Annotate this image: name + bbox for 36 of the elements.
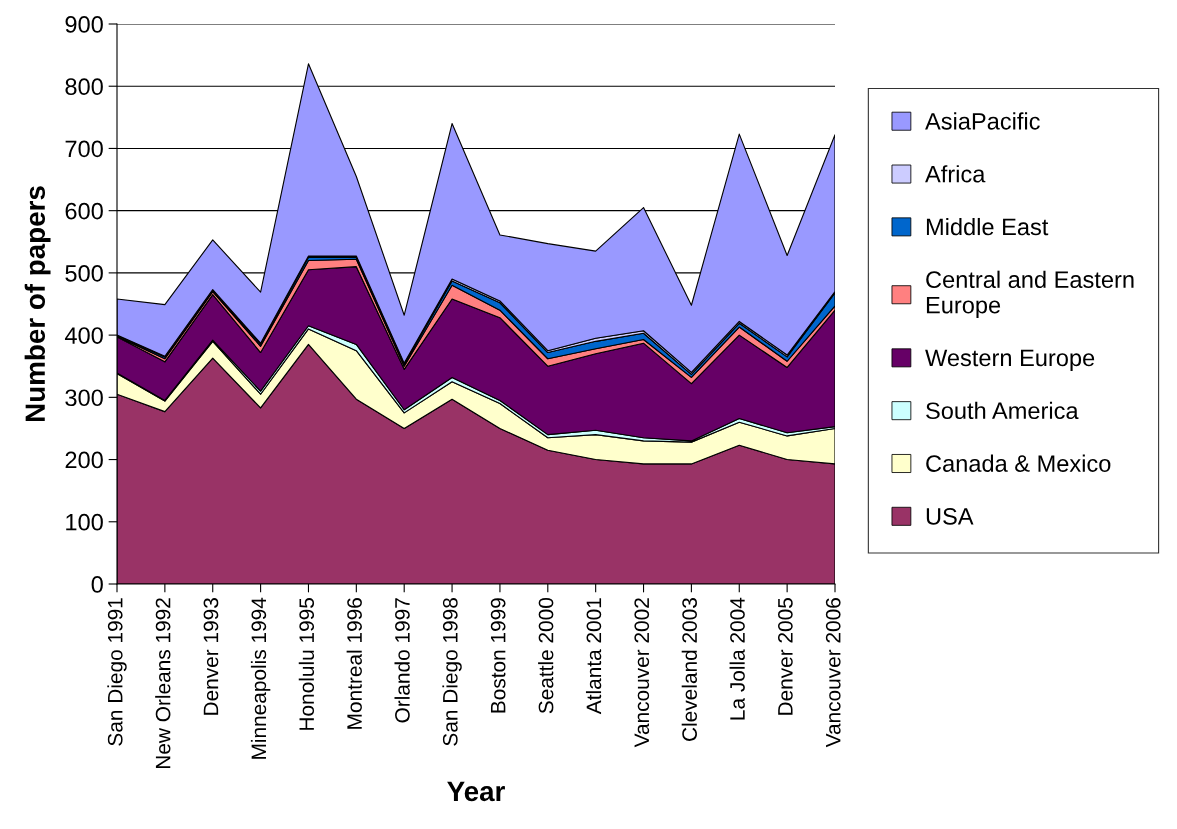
- x-tick-label: Denver 1993: [203, 598, 219, 715]
- x-tick-label: Cleveland 2003: [681, 598, 697, 741]
- x-tick-label: La Jolla 2004: [729, 597, 745, 720]
- y-tick-label: 800: [65, 78, 103, 96]
- x-axis-title: Year: [447, 781, 505, 802]
- y-axis-title: Number of papers: [24, 186, 51, 421]
- x-tick-label: Honolulu 1995: [298, 598, 315, 730]
- x-tick-label: Seattle 2000: [538, 598, 554, 714]
- legend-label: South America: [926, 401, 1079, 420]
- y-tick-label: 400: [64, 327, 103, 344]
- y-tick-label: 600: [65, 202, 103, 220]
- legend-label: Western Europe: [925, 349, 1095, 371]
- legend-label: Africa: [925, 165, 986, 183]
- legend-label: Central and Eastern Europe: [926, 270, 1134, 319]
- legend-label: AsiaPacific: [925, 112, 1040, 130]
- legend-label: Canada & Mexico: [926, 454, 1111, 472]
- x-tick-label: Vancouver 2002: [634, 598, 650, 748]
- x-tick-label: Denver 2005: [777, 598, 793, 715]
- y-tick-label: 900: [65, 16, 103, 33]
- x-tick-label: San Diego 1991: [107, 598, 127, 746]
- x-tick-label: New Orleans 1992: [155, 598, 171, 769]
- legend-label: Middle East: [926, 217, 1049, 236]
- x-tick-label: Atlanta 2001: [585, 598, 602, 715]
- x-tick-label: Minneapolis 1994: [250, 597, 271, 759]
- x-tick-label: Orlando 1997: [394, 598, 410, 723]
- x-tick-label: San Diego 1998: [442, 598, 462, 746]
- legend-label: USA: [926, 508, 974, 525]
- y-tick-label: 200: [65, 451, 103, 469]
- y-tick-label: 500: [65, 264, 103, 282]
- y-tick-label: 700: [65, 140, 103, 158]
- x-tick-label: Boston 1999: [490, 598, 506, 713]
- y-tick-label: 100: [66, 513, 103, 531]
- y-tick-label: 300: [65, 389, 103, 407]
- x-tick-label: Vancouver 2006: [825, 598, 841, 748]
- y-tick-label: 0: [91, 576, 103, 593]
- x-tick-label: Montreal 1996: [346, 598, 362, 729]
